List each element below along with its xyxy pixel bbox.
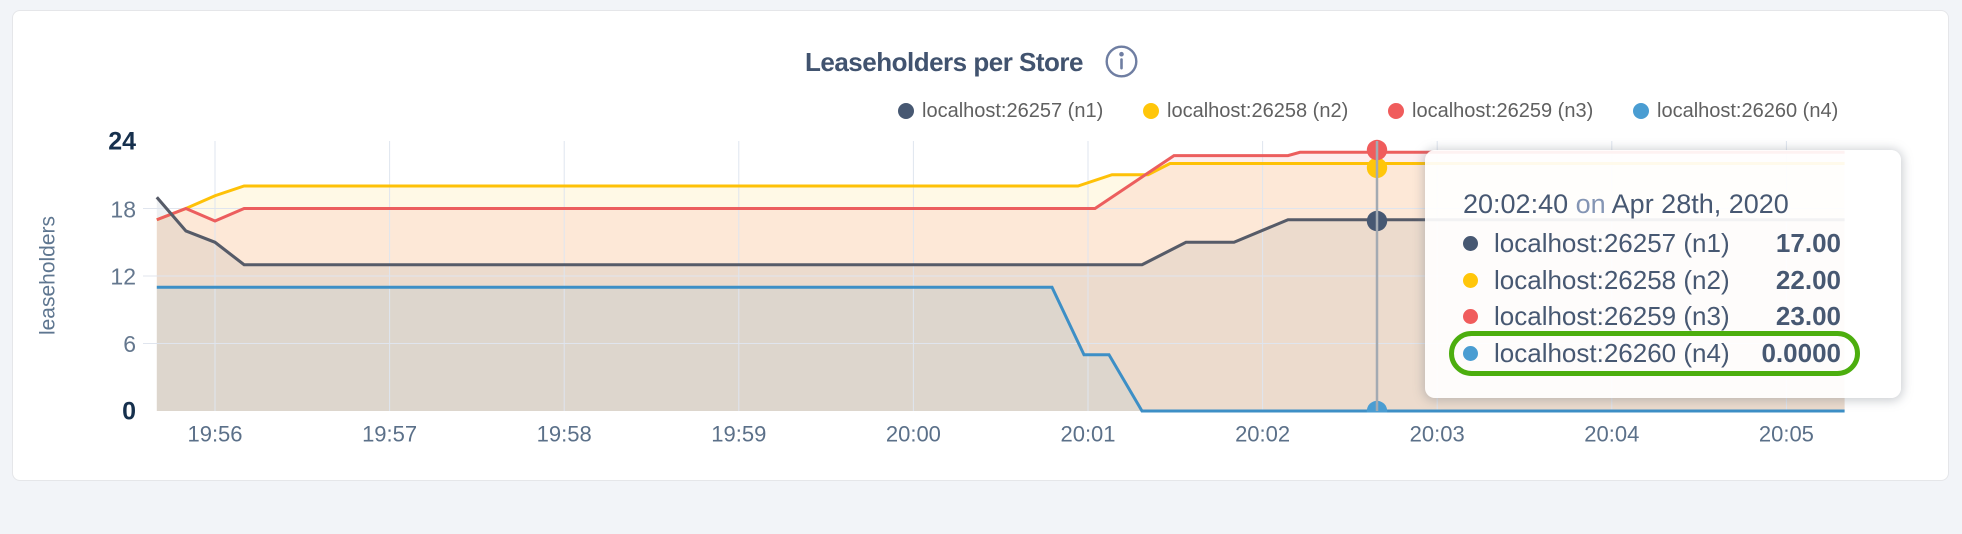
- svg-text:0: 0: [122, 398, 136, 426]
- svg-text:20:01: 20:01: [1060, 422, 1115, 447]
- svg-text:leaseholders: leaseholders: [37, 216, 60, 335]
- svg-text:12: 12: [110, 264, 136, 290]
- svg-text:20:00: 20:00: [886, 422, 941, 447]
- svg-text:20:02: 20:02: [1235, 422, 1290, 447]
- svg-text:20:03: 20:03: [1410, 422, 1465, 447]
- svg-text:19:57: 19:57: [362, 422, 417, 447]
- svg-text:24: 24: [108, 128, 136, 156]
- svg-text:6: 6: [123, 331, 136, 357]
- svg-text:19:56: 19:56: [187, 422, 242, 447]
- svg-text:19:58: 19:58: [537, 422, 592, 447]
- svg-text:20:04: 20:04: [1584, 422, 1639, 447]
- svg-text:19:59: 19:59: [711, 422, 766, 447]
- svg-text:18: 18: [110, 197, 136, 223]
- svg-text:20:05: 20:05: [1759, 422, 1814, 447]
